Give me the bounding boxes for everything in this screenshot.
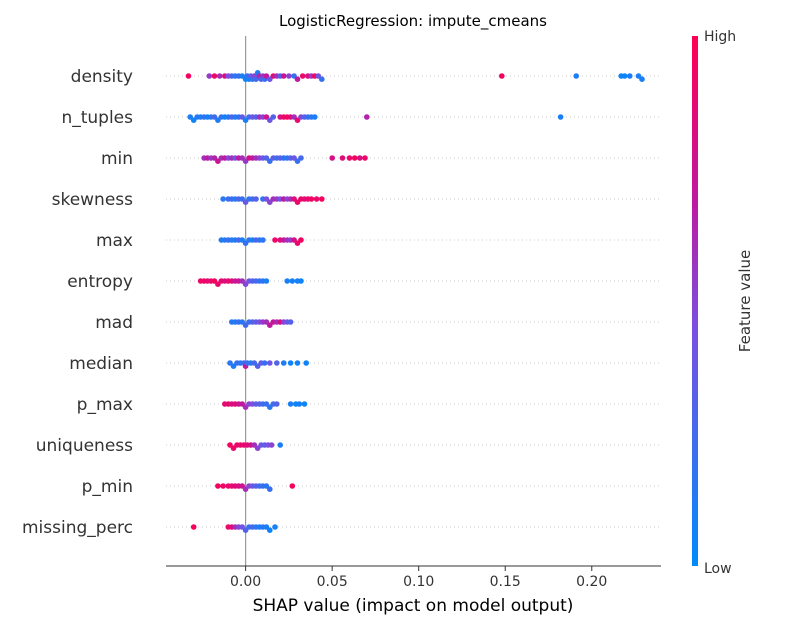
- x-axis-title: SHAP value (impact on model output): [253, 596, 574, 616]
- shap-point: [287, 360, 294, 366]
- shap-point: [298, 237, 304, 243]
- shap-point: [287, 401, 294, 407]
- shap-point: [263, 278, 270, 284]
- shap-point: [573, 73, 579, 79]
- shap-point: [267, 527, 273, 533]
- shap-point: [351, 155, 358, 161]
- shap-point: [319, 196, 325, 202]
- shap-point: [274, 360, 280, 366]
- shap-point: [301, 401, 308, 407]
- shap-point: [280, 73, 287, 79]
- shap-point: [272, 524, 278, 530]
- shap-point: [216, 73, 223, 79]
- feature-label-p-max: p_max: [77, 395, 133, 415]
- data-points: [185, 70, 645, 533]
- colorbar: [692, 36, 698, 566]
- shap-point: [627, 73, 633, 79]
- shap-point: [261, 360, 268, 366]
- shap-point: [268, 442, 275, 448]
- feature-label-min: min: [101, 149, 133, 169]
- shap-point: [298, 155, 304, 161]
- feature-label-uniqueness: uniqueness: [36, 436, 133, 456]
- feature-label-p-min: p_min: [82, 477, 133, 497]
- shap-point: [267, 360, 273, 366]
- x-tick-label: 0.15: [490, 574, 521, 590]
- shap-point: [639, 76, 645, 82]
- shap-point: [280, 360, 287, 366]
- feature-label-n-tuples: n_tuples: [61, 108, 133, 128]
- shap-point: [277, 442, 284, 448]
- shap-point: [499, 73, 505, 79]
- feature-label-mad: mad: [95, 313, 133, 333]
- shap-point: [274, 401, 280, 407]
- x-tick-label: 0.10: [403, 574, 434, 590]
- shap-point: [357, 155, 363, 161]
- x-tick-label: 0.05: [317, 574, 348, 590]
- shap-point: [294, 360, 301, 366]
- shap-point: [220, 196, 226, 202]
- shap-point: [308, 196, 315, 202]
- shap-point: [303, 360, 310, 366]
- shap-point: [329, 155, 336, 161]
- x-axis-ticks: 0.00 0.05 0.10 0.15 0.20: [230, 566, 607, 590]
- shap-point: [346, 155, 353, 161]
- shap-point: [621, 73, 628, 79]
- colorbar-low-label: Low: [704, 561, 732, 577]
- shap-point: [267, 486, 273, 493]
- feature-label-median: median: [69, 354, 133, 374]
- shap-point: [298, 278, 304, 284]
- feature-label-max: max: [96, 231, 133, 251]
- colorbar-title: Feature value: [736, 250, 754, 352]
- shap-point: [289, 483, 296, 489]
- shap-point: [287, 319, 294, 325]
- x-tick-label: 0.20: [576, 574, 607, 590]
- shap-point: [557, 114, 564, 120]
- shap-point: [294, 76, 301, 82]
- feature-label-skewness: skewness: [52, 190, 134, 210]
- shap-point: [190, 524, 197, 530]
- shap-point: [284, 278, 291, 284]
- shap-point: [270, 114, 277, 120]
- shap-point: [362, 155, 368, 161]
- shap-point: [206, 73, 213, 79]
- shap-point: [260, 237, 266, 243]
- colorbar-high-label: High: [704, 29, 736, 45]
- shap-point: [286, 73, 292, 79]
- shap-point: [215, 483, 221, 489]
- chart-title: LogisticRegression: impute_cmeans: [279, 12, 547, 31]
- shap-point: [185, 73, 192, 79]
- shap-point: [296, 401, 303, 407]
- shap-point: [299, 73, 306, 79]
- x-tick-label: 0.00: [230, 574, 261, 590]
- shap-point: [312, 114, 318, 120]
- shap-point: [289, 278, 296, 284]
- shap-point: [253, 196, 259, 202]
- feature-label-density: density: [71, 67, 133, 87]
- shap-point: [364, 114, 370, 120]
- feature-label-entropy: entropy: [67, 272, 133, 292]
- shap-point: [220, 483, 226, 489]
- shap-point: [339, 155, 346, 161]
- shap-point: [272, 237, 278, 243]
- shap-point: [319, 76, 325, 82]
- feature-label-missing-perc: missing_perc: [22, 518, 133, 538]
- shap-point: [313, 196, 320, 202]
- shap-point: [211, 73, 218, 79]
